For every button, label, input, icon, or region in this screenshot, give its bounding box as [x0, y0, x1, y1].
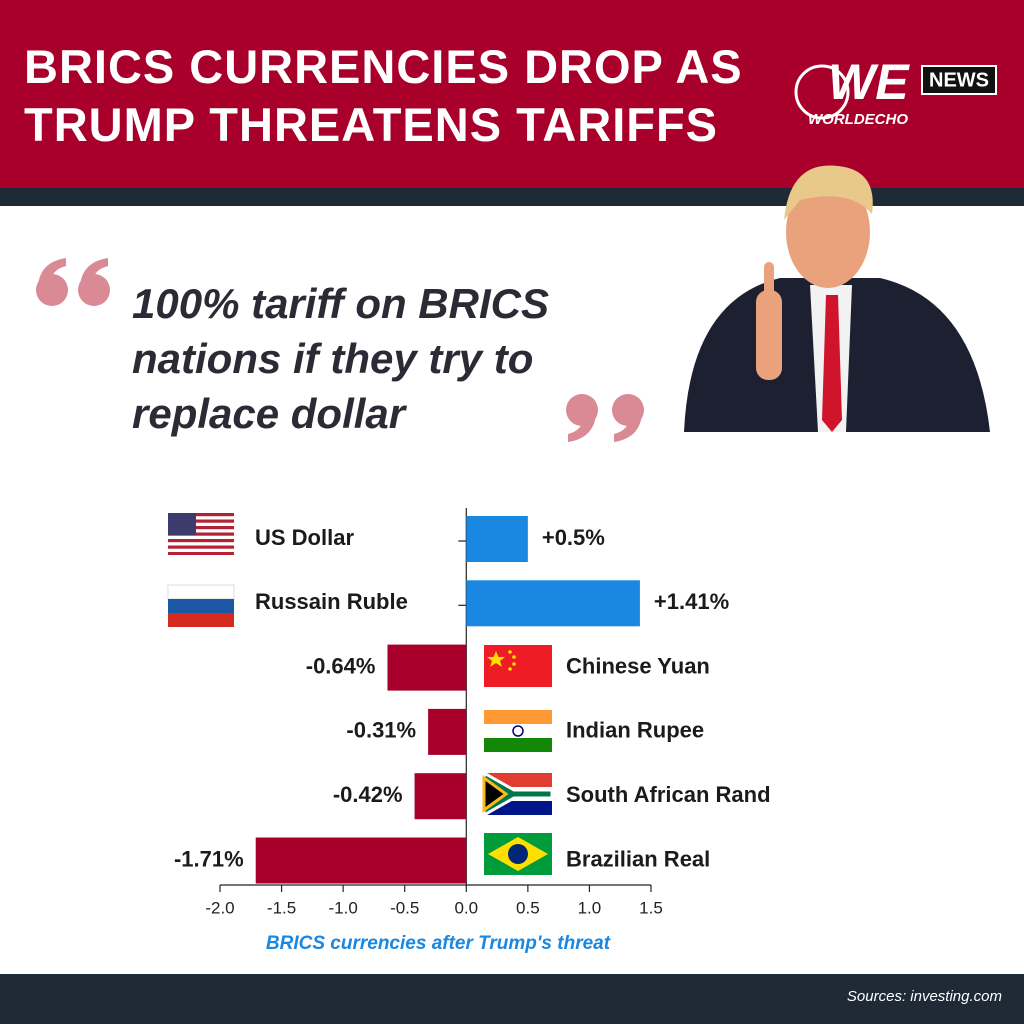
bar: [387, 644, 467, 691]
headline: BRICS CURRENCIES DROP AS TRUMP THREATENS…: [24, 40, 743, 151]
value-label: -1.71%: [174, 846, 244, 871]
value-label: +0.5%: [542, 525, 605, 550]
category-label: Russain Ruble: [255, 589, 408, 614]
flag-russia: [167, 584, 235, 627]
logo-badge: NEWS: [929, 69, 989, 91]
logo-name: WORLDECHO: [808, 111, 908, 128]
flag-south-africa: [482, 770, 554, 818]
x-axis-label: BRICS currencies after Trump's threat: [266, 933, 611, 954]
flag-brazil: [484, 833, 552, 875]
header: BRICS CURRENCIES DROP AS TRUMP THREATENS…: [0, 0, 1024, 188]
category-label: Indian Rupee: [566, 718, 704, 743]
quote: 100% tariff on BRICS nations if they try…: [132, 280, 549, 437]
x-tick-label: -1.0: [328, 898, 357, 917]
x-tick-label: 0.0: [454, 898, 478, 917]
flag-china: [484, 645, 552, 687]
value-label: -0.64%: [306, 653, 376, 678]
bar: [255, 837, 467, 884]
logo-globe: [794, 64, 850, 120]
value-label: -0.31%: [346, 718, 416, 743]
logo-badge-bg: [921, 65, 997, 95]
footer: Sources: investing.com: [0, 974, 1024, 1024]
x-tick-label: 1.5: [639, 898, 663, 917]
x-tick-label: 0.5: [516, 898, 540, 917]
portrait: [684, 165, 990, 432]
bar: [428, 708, 467, 755]
x-tick-label: 1.0: [578, 898, 602, 917]
bar: [466, 580, 640, 627]
bar: [466, 516, 528, 562]
flag-us: [168, 513, 234, 555]
value-label: +1.41%: [654, 589, 729, 614]
quote-open: [36, 258, 110, 306]
x-tick-label: -1.5: [267, 898, 296, 917]
category-label: US Dollar: [255, 525, 354, 550]
flag-india: [484, 710, 552, 752]
category-label: Brazilian Real: [566, 846, 710, 871]
x-tick-label: -0.5: [390, 898, 419, 917]
category-label: South African Rand: [566, 782, 771, 807]
category-label: Chinese Yuan: [566, 653, 710, 678]
bar: [414, 773, 467, 820]
source: Sources: investing.com: [846, 988, 1002, 1005]
value-label: -0.42%: [333, 782, 403, 807]
logo-mark: WE: [828, 54, 910, 110]
x-tick-label: -2.0: [205, 898, 234, 917]
quote-close: [566, 394, 644, 442]
divider: [0, 188, 1024, 206]
logo: WE NEWS WORLDECHO: [794, 54, 997, 128]
